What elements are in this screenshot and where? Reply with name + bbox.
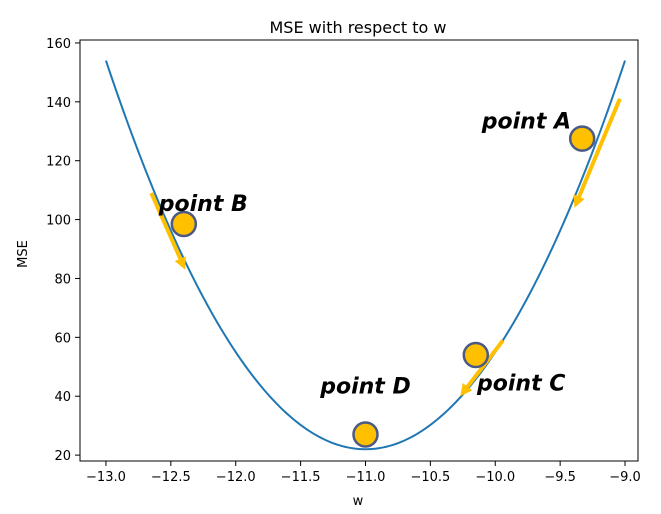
point-annotation: point C <box>476 371 565 396</box>
arrow-head <box>573 194 585 208</box>
chart-title: MSE with respect to w <box>270 18 447 37</box>
y-tick-label: 60 <box>54 331 71 346</box>
point-marker <box>568 125 596 152</box>
point-marker <box>462 341 490 369</box>
x-tick-label: −11.0 <box>346 470 386 485</box>
x-tick-label: −12.5 <box>151 470 191 485</box>
y-tick-label: 140 <box>46 96 71 111</box>
gradient-arrow <box>149 192 186 270</box>
x-tick-label: −13.0 <box>86 470 126 485</box>
y-tick-label: 160 <box>46 37 71 52</box>
y-tick-label: 100 <box>46 214 71 229</box>
x-tick-label: −12.0 <box>216 470 256 485</box>
arrow-head <box>174 256 186 270</box>
x-tick-label: −11.5 <box>281 470 321 485</box>
gradient-arrow <box>573 98 622 208</box>
point-annotation: point A <box>481 109 571 134</box>
x-axis-label: w <box>353 494 364 509</box>
x-tick-label: −9.0 <box>609 470 641 485</box>
point-annotation: point B <box>158 192 248 217</box>
arrow-shaft <box>577 98 622 198</box>
x-tick-label: −10.0 <box>475 470 515 485</box>
y-tick-label: 80 <box>54 272 71 287</box>
x-tick-label: −9.5 <box>544 470 576 485</box>
plot-frame <box>79 39 639 462</box>
point-marker <box>170 210 198 238</box>
point-marker <box>352 421 379 448</box>
x-tick-label: −10.5 <box>410 470 450 485</box>
arrow-head <box>460 383 473 397</box>
y-tick-label: 40 <box>54 390 71 405</box>
mse-curve <box>105 60 626 451</box>
y-tick-label: 120 <box>46 155 71 170</box>
arrow-shaft <box>149 192 183 260</box>
y-tick-label: 20 <box>54 449 71 464</box>
y-axis-label: MSE <box>16 240 31 268</box>
point-annotation: point D <box>319 374 411 399</box>
